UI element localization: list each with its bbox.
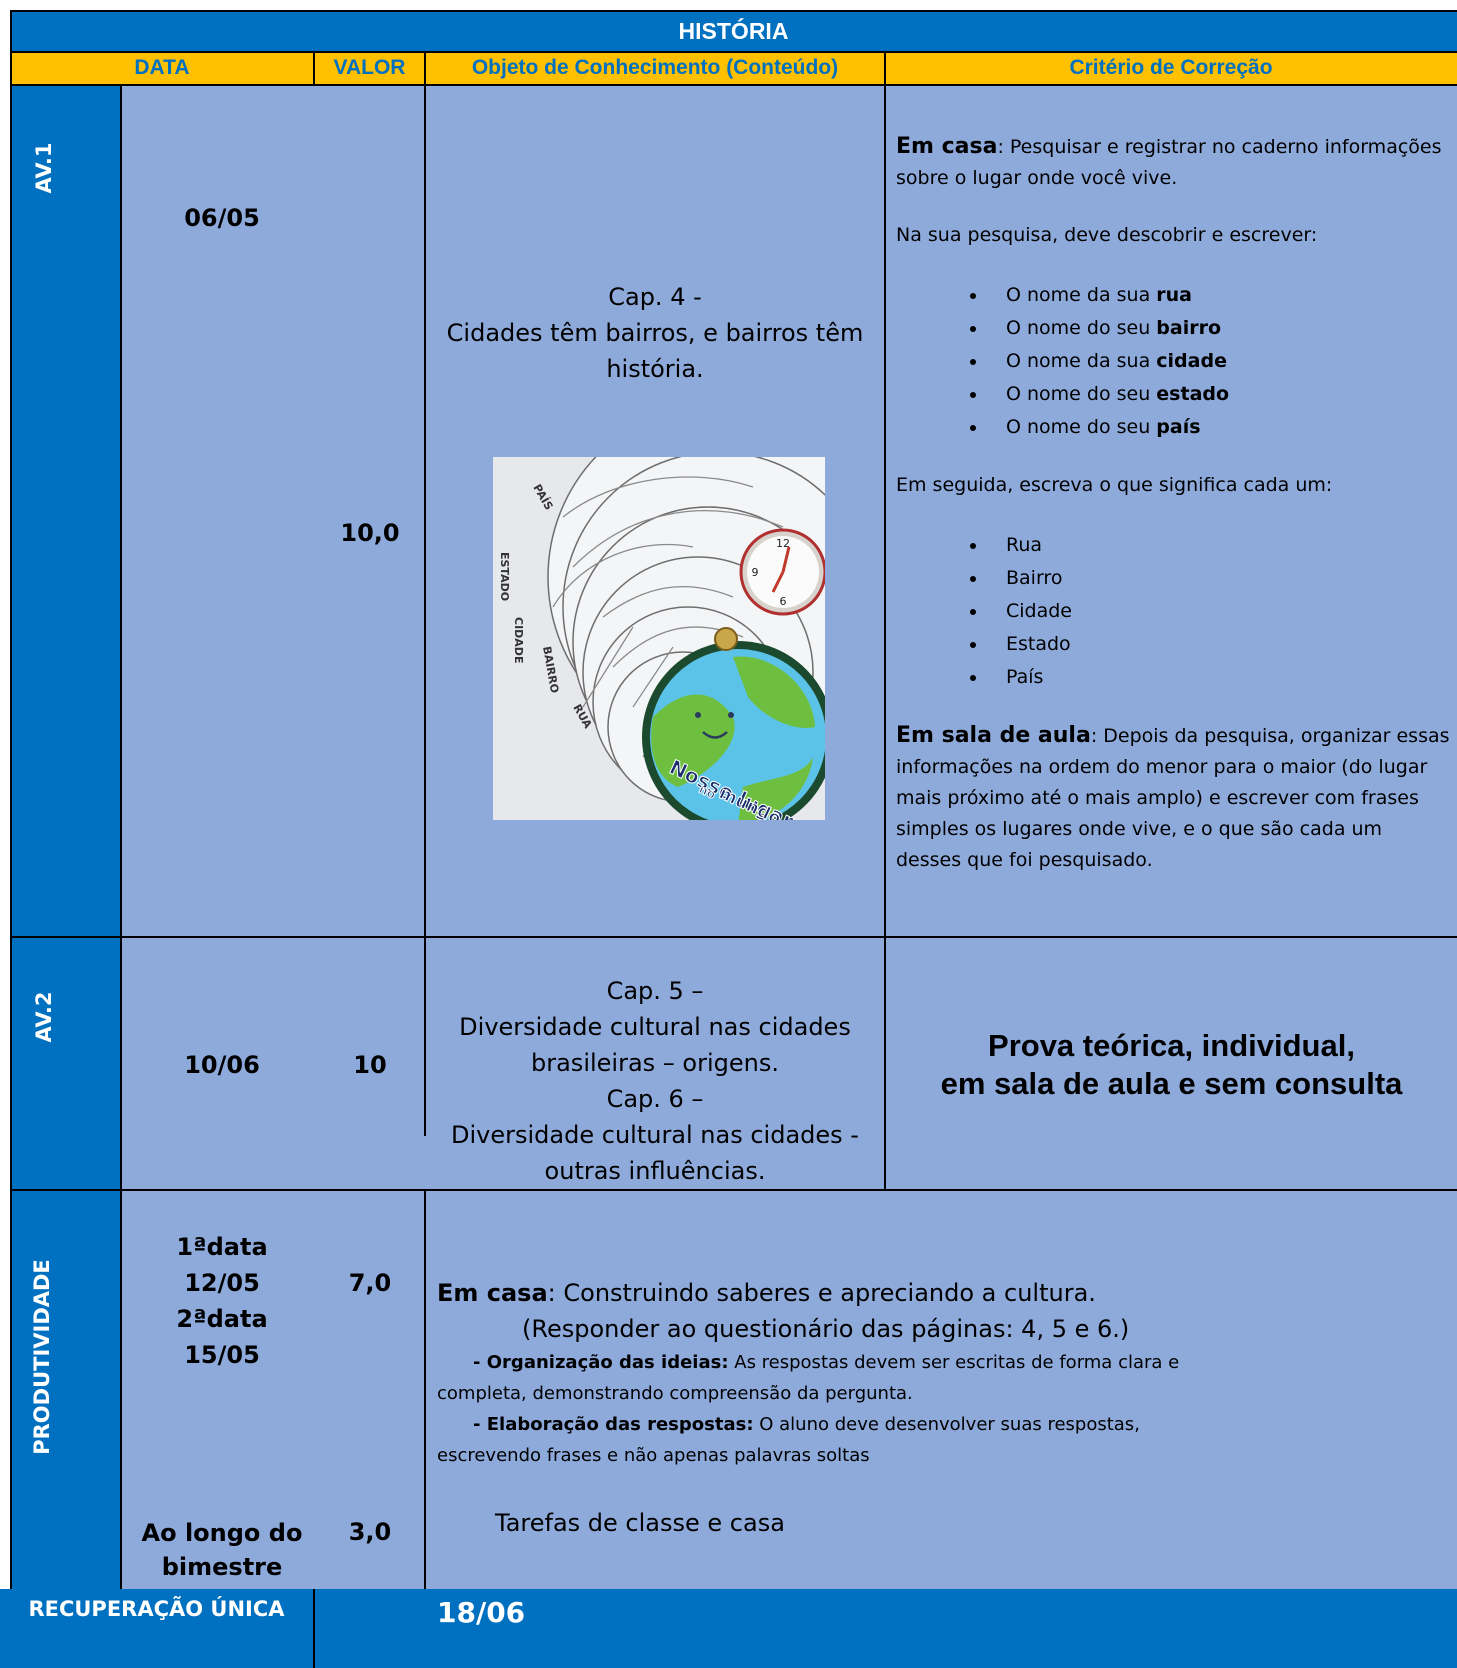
av1-content: Cap. 4 - Cidades têm bairros, e bairros … [426, 278, 884, 388]
then-text: Em seguida, escreva o que significa cada… [896, 474, 1333, 496]
class-label: Em sala de aula [896, 723, 1091, 748]
date-line: Ao longo do [141, 1519, 303, 1547]
list-item: País [988, 661, 1452, 694]
list-item: Estado [988, 628, 1452, 661]
produtividade-dates: 1ªdata 12/05 2ªdata 15/05 [122, 1226, 322, 1376]
recovery-row [0, 1589, 1457, 1668]
produtividade-value2: 3,0 [348, 1518, 392, 1546]
list-item: O nome da sua cidade [988, 345, 1452, 378]
av1-value: 10,0 [340, 519, 400, 547]
page-title: HISTÓRIA [678, 17, 789, 44]
content-line: outras influências. [544, 1157, 766, 1185]
wheel-illustration: PAÍS ESTADO CIDADE BAIRRO RUA 12 9 6 [493, 457, 825, 820]
av2-value: 10 [353, 1051, 387, 1079]
date-line: 2ªdata [176, 1305, 268, 1333]
elab-text-2: escrevendo frases e não apenas palavras … [437, 1445, 870, 1466]
clock-numeral: 12 [776, 537, 790, 550]
produtividade-date2: Ao longo do bimestre [122, 1513, 322, 1587]
content-line: Diversidade cultural nas cidades - [451, 1121, 859, 1149]
clock-icon: 12 9 6 [739, 528, 825, 616]
content-line: Diversidade cultural nas cidades [459, 1013, 851, 1041]
class-text: : Depois da pesquisa, organizar essas in… [896, 725, 1450, 871]
content-line: Cidades têm bairros, e bairros têm [446, 319, 864, 347]
research-intro: Na sua pesquisa, deve descobrir e escrev… [896, 224, 1318, 246]
home-text: : Construindo saberes e apreciando a cul… [547, 1279, 1096, 1307]
header-data: DATA [134, 56, 190, 79]
content-line: história. [606, 355, 704, 383]
av2-content: Cap. 5 – Diversidade cultural nas cidade… [426, 975, 884, 1187]
content-line: Cap. 5 – [606, 977, 704, 1005]
produtividade-value1: 7,0 [348, 1269, 392, 1297]
elab-label: - Elaboração das respostas: [473, 1414, 754, 1435]
list-item: Rua [988, 529, 1452, 562]
research-list: O nome da sua rua O nome do seu bairro O… [896, 279, 1452, 444]
list-item: O nome do seu país [988, 411, 1452, 444]
av2-date: 10/06 [184, 1051, 260, 1079]
list-item: O nome do seu bairro [988, 312, 1452, 345]
date-line: bimestre [161, 1553, 283, 1581]
date-line: 1ªdata [176, 1233, 268, 1261]
header-row [10, 52, 1457, 84]
produtividade-label: PRODUTIVIDADE [30, 1259, 54, 1455]
list-item: O nome da sua rua [988, 279, 1452, 312]
header-valor: VALOR [333, 56, 406, 79]
criteria-line: Prova teórica, individual, [988, 1028, 1355, 1063]
home-label: Em casa [896, 134, 998, 159]
home-label: Em casa [437, 1279, 548, 1307]
list-item: O nome do seu estado [988, 378, 1452, 411]
clock-numeral: 9 [752, 566, 759, 579]
tasks-text: Tarefas de classe e casa [495, 1509, 785, 1537]
list-item: Cidade [988, 595, 1452, 628]
content-line: Cap. 6 – [606, 1085, 704, 1113]
wheel-label: ESTADO [498, 552, 511, 601]
wheel-label: CIDADE [512, 617, 525, 663]
list-item: Bairro [988, 562, 1452, 595]
content-line: Cap. 4 - [608, 283, 702, 311]
org-label: Organização das ideias: [486, 1352, 729, 1373]
title-bar [10, 10, 1457, 52]
av1-label: AV.1 [32, 142, 56, 194]
clock-numeral: 6 [780, 595, 787, 608]
criteria-line: em sala de aula e sem consulta [940, 1066, 1403, 1101]
nosso-lugar-image: PAÍS ESTADO CIDADE BAIRRO RUA 12 9 6 [493, 457, 825, 820]
table-body [121, 84, 1457, 1589]
produtividade-text: Em casa: Construindo saberes e apreciand… [437, 1275, 1447, 1471]
av2-label: AV.2 [32, 991, 56, 1043]
av1-criteria: Em casa: Pesquisar e registrar no cadern… [896, 131, 1452, 876]
header-criterio: Critério de Correção [1069, 56, 1273, 79]
date-line: 15/05 [184, 1341, 260, 1369]
av2-criteria: Prova teórica, individual, em sala de au… [886, 1020, 1457, 1110]
elab-text: O aluno deve desenvolver suas respostas, [753, 1414, 1140, 1435]
header-objeto: Objeto de Conhecimento (Conteúdo) [471, 56, 839, 79]
label-column [10, 84, 121, 1589]
org-dash: - [473, 1352, 487, 1373]
org-text: As respostas devem ser escritas de forma… [728, 1352, 1180, 1373]
content-line: brasileiras – origens. [531, 1049, 779, 1077]
av1-date: 06/05 [184, 204, 260, 232]
recovery-date: 18/06 [437, 1596, 526, 1629]
home-text: : Pesquisar e registrar no caderno infor… [896, 136, 1442, 189]
org-text-2: completa, demonstrando compreensão da pe… [437, 1383, 913, 1404]
meaning-list: Rua Bairro Cidade Estado País [896, 529, 1452, 694]
earth-badge: Nosso lugar no mundo [642, 627, 825, 820]
recovery-label: RECUPERAÇÃO ÚNICA [28, 1597, 285, 1621]
instruction-text: (Responder ao questionário das páginas: … [522, 1315, 1130, 1343]
date-line: 12/05 [184, 1269, 260, 1297]
